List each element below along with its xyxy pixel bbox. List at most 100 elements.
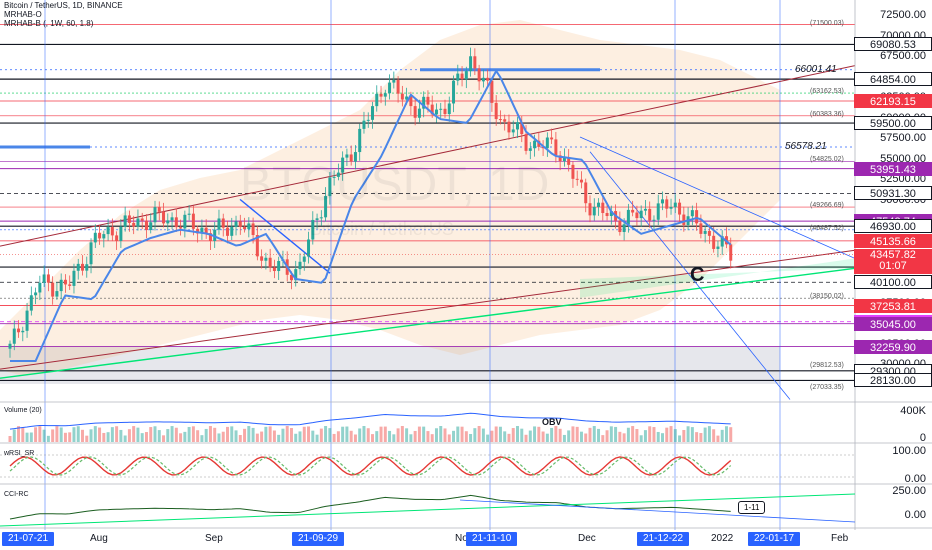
candles	[8, 47, 733, 358]
moving-average	[10, 69, 732, 362]
candle-body	[294, 269, 298, 281]
volume-bar	[682, 429, 686, 442]
volume-bar	[379, 426, 383, 442]
candle-body	[477, 68, 481, 82]
time-marker: 21-07-21	[2, 532, 55, 546]
candle-body	[277, 260, 281, 272]
volume-bar	[541, 431, 545, 442]
volume-bar	[665, 427, 669, 442]
candle-body	[562, 157, 566, 162]
candle-body	[567, 157, 571, 165]
candle-body	[434, 109, 438, 115]
volume-bar	[200, 435, 204, 442]
chart-title: Bitcoin / TetherUS, 1D, BINANCE	[4, 1, 123, 10]
candle-body	[93, 232, 97, 243]
wrsi-tick-zero: 0.00	[904, 473, 926, 485]
candle-body	[119, 226, 123, 241]
time-tick: Aug	[90, 533, 108, 544]
volume-bar	[605, 430, 609, 442]
candle-body	[439, 108, 443, 110]
volume-bar	[686, 426, 690, 442]
candle-body	[524, 134, 528, 151]
candle-body	[102, 234, 106, 239]
volume-bar	[174, 427, 178, 442]
volume-bar	[98, 427, 102, 442]
volume-bar	[703, 427, 707, 442]
candle-body	[255, 235, 259, 257]
candle-body	[302, 256, 306, 262]
volume-bar	[584, 433, 588, 442]
small-level-note: (71500.03)	[810, 19, 844, 27]
level-label: 46930.00	[854, 219, 932, 234]
volume-bar	[409, 434, 413, 442]
volume-bar	[51, 429, 55, 442]
volume-bar	[221, 431, 225, 442]
candle-body	[597, 202, 601, 207]
candle-body	[115, 235, 119, 241]
volume-bar	[89, 429, 93, 442]
candle-body	[473, 56, 477, 69]
candle-body	[166, 220, 170, 224]
support-zone	[0, 346, 780, 384]
volume-bar	[396, 428, 400, 442]
volume-bar	[179, 433, 183, 442]
candle-body	[575, 178, 579, 180]
volume-bar	[204, 428, 208, 442]
candle-body	[51, 282, 55, 297]
volume-bar	[8, 436, 12, 442]
cci-tick-zero: 0.00	[904, 509, 926, 521]
candle-body	[76, 263, 80, 271]
candle-body	[68, 284, 72, 286]
level-label: 50931.30	[854, 186, 932, 201]
volume-bar	[247, 426, 251, 442]
candle-body	[716, 246, 720, 249]
volume-bar	[353, 434, 357, 442]
volume-bar	[516, 426, 519, 442]
cci-title: CCI-RC	[4, 491, 29, 498]
volume-bar	[567, 430, 571, 442]
volume-bar	[729, 427, 733, 442]
candle-body	[588, 203, 592, 216]
volume-bar	[106, 432, 110, 442]
candle-body	[443, 108, 447, 115]
volume-bar	[144, 432, 148, 442]
candle-body	[375, 93, 379, 107]
candle-body	[221, 218, 225, 228]
volume-bar	[132, 426, 136, 442]
volume-bar	[42, 429, 46, 442]
volume-bar	[349, 430, 353, 442]
volume-bar	[631, 426, 635, 442]
candle-body	[490, 80, 494, 103]
volume-bar	[524, 434, 528, 442]
candle-body	[98, 232, 102, 239]
small-level-note: (54825.02)	[810, 156, 844, 164]
small-level-note: (38150.02)	[810, 293, 844, 301]
indicator-label-1: MRHAB-O	[4, 10, 42, 19]
candle-body	[460, 73, 464, 80]
candle-body	[157, 207, 161, 212]
volume-bar	[25, 432, 29, 442]
watermark-symbol: BTCUSDT, 1D	[240, 158, 549, 211]
candle-body	[110, 227, 114, 236]
candle-body	[541, 146, 545, 149]
volume-bar	[503, 431, 507, 442]
volume-bar	[115, 426, 119, 442]
level-label: 62193.15	[854, 93, 932, 108]
volume-bar	[545, 433, 549, 442]
volume-bar	[81, 429, 84, 442]
candle-body	[183, 214, 187, 229]
candle-body	[127, 215, 131, 223]
candle-body	[268, 257, 272, 268]
candle-body	[132, 222, 136, 227]
volume-bar	[452, 430, 456, 442]
candle-body	[72, 270, 76, 286]
volume-bar	[486, 434, 490, 442]
volume-bar	[443, 428, 447, 442]
volume-bar	[724, 426, 728, 442]
volume-bar	[669, 426, 673, 442]
volume-bar	[469, 433, 473, 442]
volume-bar	[324, 426, 328, 442]
wrsi-line	[9, 456, 732, 476]
volume-bar	[251, 427, 255, 442]
